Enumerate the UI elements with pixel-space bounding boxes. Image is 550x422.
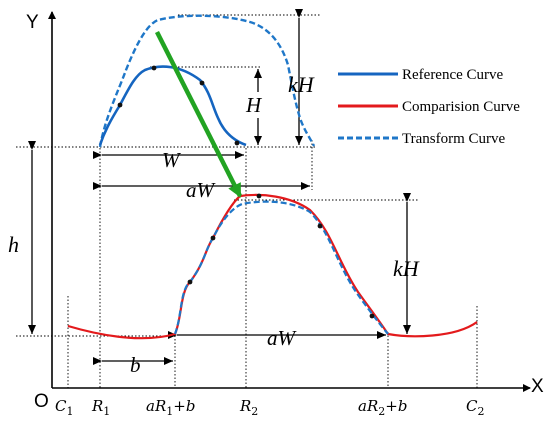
dimension-arrows	[28, 8, 411, 365]
tick-ar1b: aR1+b	[146, 397, 195, 417]
legend-comparison-label: Comparision Curve	[402, 99, 520, 115]
tick-ar2b: aR2+b	[358, 397, 407, 417]
h-small-label: H	[245, 93, 263, 117]
transform-curve-bottom	[173, 200, 389, 335]
kh-top-label: kH	[288, 72, 315, 97]
tick-r2: R2	[239, 397, 258, 417]
transform-curve-top	[98, 14, 316, 148]
x-axis-label: X	[531, 376, 544, 397]
tick-c2: C2	[466, 397, 484, 417]
origin-label: O	[34, 391, 49, 412]
aw-top-label: aW	[186, 178, 217, 202]
y-axis-label: Y	[26, 12, 39, 33]
x-tick-labels: C1 R1 aR1+b R2 aR2+b C2	[55, 397, 484, 418]
reference-points	[117, 65, 240, 146]
b-offset-label: b	[130, 353, 141, 377]
transform-arrow	[154, 30, 243, 198]
legend: Reference Curve Comparision Curve Transf…	[338, 67, 520, 147]
tick-r1: R1	[91, 397, 110, 417]
legend-reference-label: Reference Curve	[402, 67, 504, 83]
h-offset-label: h	[8, 232, 19, 257]
comparison-points	[187, 193, 375, 319]
reference-curve	[98, 65, 247, 147]
legend-transform-label: Transform Curve	[402, 131, 506, 147]
kh-bottom-label: kH	[393, 256, 420, 281]
aw-bottom-label: aW	[267, 326, 298, 350]
w-label: W	[162, 148, 182, 172]
tick-c1: C1	[55, 397, 73, 417]
